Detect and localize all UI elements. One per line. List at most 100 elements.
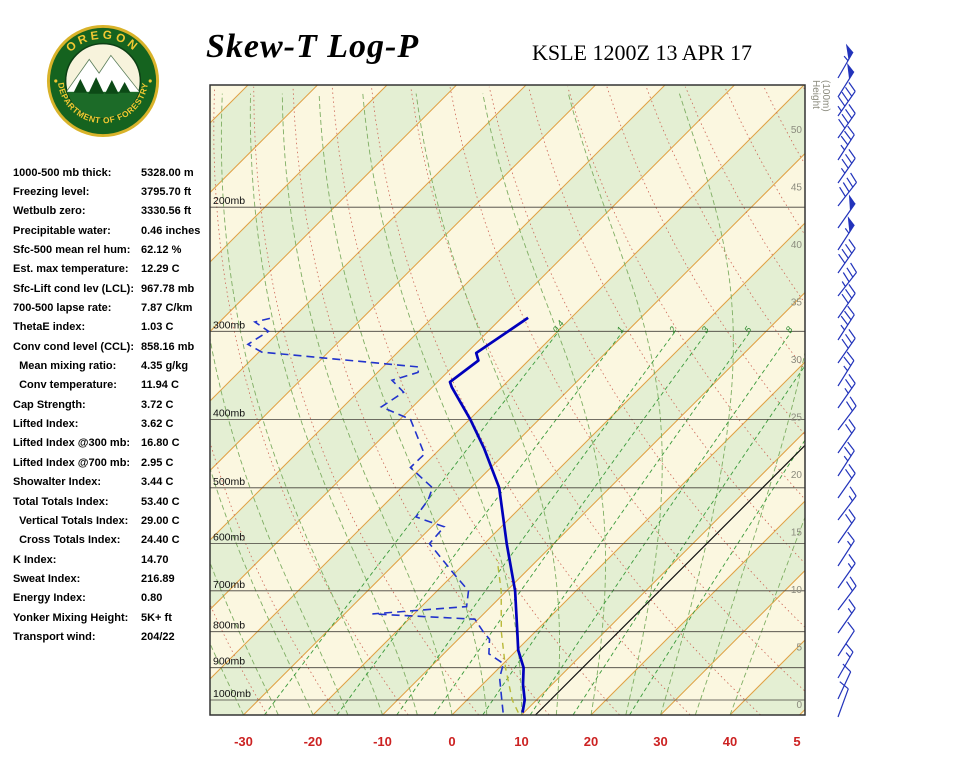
stat-label: Transport wind: xyxy=(13,630,96,643)
temperature-axis-labels: -30 -20 -10 0 10 20 30 40 5 xyxy=(234,734,801,749)
stat-value: 14.70 xyxy=(141,553,169,566)
svg-text:50: 50 xyxy=(791,125,803,136)
stat-value: 216.89 xyxy=(141,572,175,585)
stat-label: Lifted Index @700 mb: xyxy=(13,456,131,469)
stat-value: 11.94 C xyxy=(141,379,179,392)
stat-value: 0.80 xyxy=(141,592,163,605)
mixing-ratio-lines xyxy=(264,331,805,715)
stat-label: Cap Strength: xyxy=(13,398,86,411)
stat-row: Cross Totals Index: 24.40 C xyxy=(13,531,218,550)
svg-text:20: 20 xyxy=(791,470,803,481)
reference-isotherm-line xyxy=(534,444,805,715)
stat-label: K Index: xyxy=(13,553,57,566)
svg-text:-10: -10 xyxy=(373,734,392,749)
svg-text:-30: -30 xyxy=(234,734,253,749)
height-axis-title: Height (100m) xyxy=(810,80,831,112)
svg-text:10: 10 xyxy=(514,734,528,749)
svg-text:5: 5 xyxy=(793,734,800,749)
svg-text:30: 30 xyxy=(791,355,803,366)
stat-row: Cap Strength: 3.72 C xyxy=(13,395,218,414)
stat-label: Conv temperature: xyxy=(13,379,117,392)
svg-text:200mb: 200mb xyxy=(213,195,245,207)
stat-label: Lifted Index: xyxy=(13,418,79,431)
stat-label: 1000-500 mb thick: xyxy=(13,166,112,179)
stat-value: 3330.56 ft xyxy=(141,205,192,218)
stat-row: Sfc-500 mean rel hum: 62.12 % xyxy=(13,240,218,259)
svg-text:5: 5 xyxy=(742,324,754,335)
svg-text:300mb: 300mb xyxy=(213,319,245,331)
temperature-curve xyxy=(448,316,529,713)
stat-label: Cross Totals Index: xyxy=(13,534,121,547)
stat-label: Sfc-500 mean rel hum: xyxy=(13,244,131,257)
stat-label: Sweat Index: xyxy=(13,572,81,585)
tree-icon xyxy=(88,77,104,94)
stat-row: Wetbulb zero: 3330.56 ft xyxy=(13,202,218,221)
stat-value: 5K+ ft xyxy=(141,611,172,624)
svg-text:-20: -20 xyxy=(304,734,323,749)
stat-label: Freezing level: xyxy=(13,186,90,199)
tree-icon xyxy=(104,80,119,94)
stat-row: ThetaE index: 1.03 C xyxy=(13,318,218,337)
stat-value: 5328.00 m xyxy=(141,166,194,179)
svg-text:800mb: 800mb xyxy=(213,620,245,632)
svg-text:35: 35 xyxy=(791,298,803,309)
tree-icon xyxy=(73,79,88,93)
stat-row: Sfc-Lift cond lev (LCL): 967.78 mb xyxy=(13,279,218,298)
stat-row: Est. max temperature: 12.29 C xyxy=(13,260,218,279)
stat-label: Total Totals Index: xyxy=(13,495,109,508)
oregon-forestry-logo: OREGON DEPARTMENT OF FORESTRY xyxy=(46,24,160,138)
stat-value: 858.16 mb xyxy=(141,340,195,353)
stat-row: Conv cond level (CCL): 858.16 mb xyxy=(13,337,218,356)
svg-text:0: 0 xyxy=(796,700,802,711)
stat-label: Mean mixing ratio: xyxy=(13,360,117,373)
stat-row: K Index: 14.70 xyxy=(13,550,218,569)
logo-separator-dot xyxy=(54,79,58,83)
logo-separator-dot xyxy=(148,79,152,83)
stat-row: Energy Index: 0.80 xyxy=(13,589,218,608)
svg-text:30: 30 xyxy=(653,734,667,749)
stat-value: 16.80 C xyxy=(141,437,180,450)
stat-value: 967.78 mb xyxy=(141,282,195,295)
svg-text:900mb: 900mb xyxy=(213,656,245,668)
svg-text:40: 40 xyxy=(791,240,803,251)
stat-label: Lifted Index @300 mb: xyxy=(13,437,131,450)
sounding-stats-panel: 1000-500 mb thick: 5328.00 m Freezing leve… xyxy=(13,163,218,647)
pressure-labels: 200mb 300mb 400mb 500mb 600mb 700mb 800mb 900mb… xyxy=(213,195,251,700)
svg-text:700mb: 700mb xyxy=(213,579,245,591)
svg-text:600mb: 600mb xyxy=(213,532,245,544)
stat-row: Total Totals Index: 53.40 C xyxy=(13,492,218,511)
stat-value: 7.87 C/km xyxy=(141,302,193,315)
stat-value: 2.95 C xyxy=(141,456,174,469)
moist-adiabat-lines xyxy=(210,93,805,715)
stat-label: Showalter Index: xyxy=(13,476,102,489)
stat-value: 3.44 C xyxy=(141,476,174,489)
svg-text:400mb: 400mb xyxy=(213,407,245,419)
dewpoint-curve xyxy=(246,317,505,713)
stat-label: Energy Index: xyxy=(13,592,86,605)
stat-value: 0.46 inches xyxy=(141,224,201,237)
stat-value: 3795.70 ft xyxy=(141,186,192,199)
svg-text:1: 1 xyxy=(615,325,626,335)
stat-row: Conv temperature: 11.94 C xyxy=(13,376,218,395)
svg-text:3: 3 xyxy=(700,325,711,335)
stat-label: ThetaE index: xyxy=(13,321,86,334)
stat-row: Vertical Totals Index: 29.00 C xyxy=(13,511,218,530)
stat-row: Freezing level: 3795.70 ft xyxy=(13,182,218,201)
stat-row: Transport wind: 204/22 xyxy=(13,627,218,646)
svg-text:Height: Height xyxy=(810,80,821,109)
stat-row: Precipitable water: 0.46 inches xyxy=(13,221,218,240)
svg-text:10: 10 xyxy=(791,585,803,596)
plot-frame xyxy=(209,84,806,716)
svg-text:(100m): (100m) xyxy=(820,80,831,112)
svg-text:500mb: 500mb xyxy=(213,476,245,488)
svg-text:5: 5 xyxy=(796,643,802,654)
svg-text:2: 2 xyxy=(667,325,679,336)
stat-value: 53.40 C xyxy=(141,495,180,508)
stat-label: Precipitable water: xyxy=(13,224,111,237)
svg-text:8: 8 xyxy=(784,325,795,335)
stat-row: Showalter Index: 3.44 C xyxy=(13,473,218,492)
stat-value: 12.29 C xyxy=(141,263,180,276)
stat-value: 1.03 C xyxy=(141,321,174,334)
